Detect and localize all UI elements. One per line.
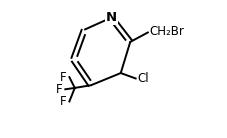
Text: F: F <box>56 83 62 96</box>
Text: N: N <box>105 11 116 24</box>
Text: Cl: Cl <box>136 72 148 85</box>
Text: F: F <box>60 71 66 84</box>
Text: F: F <box>60 95 66 108</box>
Text: CH₂Br: CH₂Br <box>148 25 183 38</box>
